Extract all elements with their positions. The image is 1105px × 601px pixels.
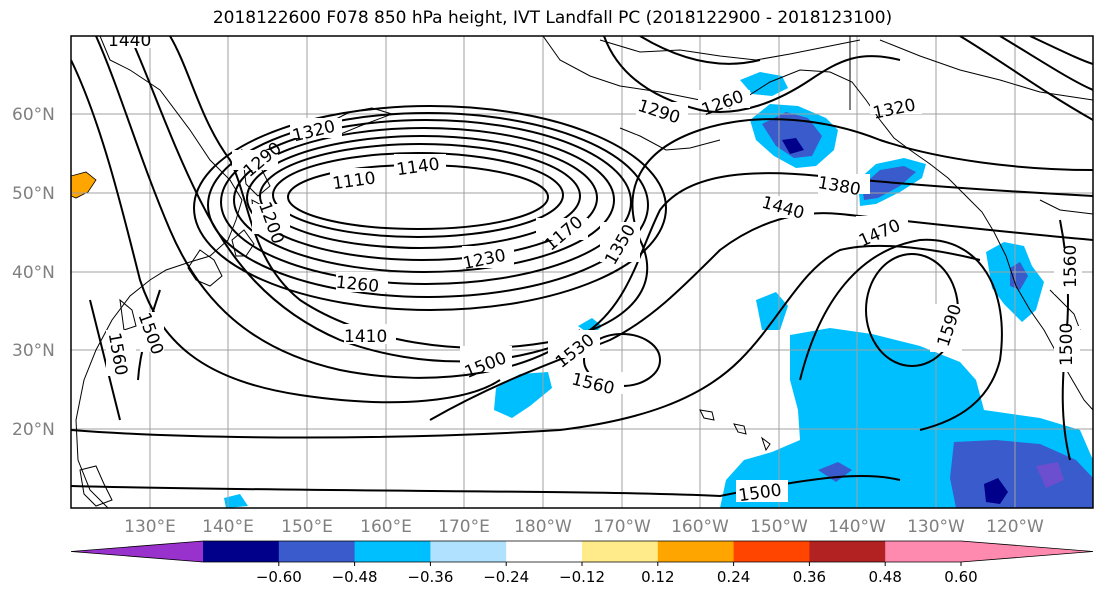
lon-label: 130°W [907, 517, 965, 537]
lon-label: 160°W [671, 517, 729, 537]
lon-label: 180°W [514, 517, 572, 537]
lat-label: 20°N [12, 420, 55, 440]
colorbar-segment [657, 541, 735, 562]
colorbar-tick-label: −0.48 [332, 568, 378, 586]
contour-label: 1410 [344, 327, 387, 347]
contour-labels: 1440 1320 1290 1260 1320 1290 1140 1110 … [104, 31, 1082, 506]
colorbar-outline [70, 540, 1094, 563]
colorbar-segment [278, 541, 356, 562]
lon-label: 130°E [124, 517, 176, 537]
map-panel: 1440 1320 1290 1260 1320 1290 1140 1110 … [71, 31, 1093, 508]
lon-label: 170°E [438, 517, 490, 537]
map-title: 2018122600 F078 850 hPa height, IVT Land… [212, 8, 893, 28]
colorbar-segment [506, 541, 583, 562]
contour-label: 1500 [1057, 323, 1077, 366]
lon-label: 140°W [828, 517, 886, 537]
colorbar-segment [733, 541, 810, 562]
lat-label: 50°N [12, 184, 55, 204]
colorbar-segment [582, 541, 659, 562]
colorbar-tick-label: 0.48 [868, 568, 901, 586]
colorbar-segment [430, 541, 507, 562]
lon-labels: 130°E 140°E 150°E 160°E 170°E 180°W 170°… [124, 517, 1044, 537]
colorbar: −0.60 −0.48 −0.36 −0.24 −0.12 0.12 0.24 0.36 0.4… [70, 540, 1094, 586]
colorbar-tick-label: 0.36 [793, 568, 826, 586]
colorbar-segment [809, 541, 886, 562]
lat-label: 40°N [12, 263, 55, 283]
colorbar-tick-label: −0.12 [559, 568, 605, 586]
lon-label: 120°W [986, 517, 1044, 537]
map-border [70, 35, 1094, 509]
lon-label: 150°E [281, 517, 333, 537]
contour-label: 1440 [108, 31, 151, 51]
lon-label: 150°W [750, 517, 808, 537]
colorbar-tick-label: 0.24 [717, 568, 750, 586]
lat-label: 30°N [12, 341, 55, 361]
colorbar-tick-label: 0.60 [944, 568, 977, 586]
contour-label: 1260 [335, 273, 380, 297]
colorbar-extend-right [961, 541, 1093, 562]
lon-label: 170°W [593, 517, 651, 537]
colorbar-segments [70, 540, 1094, 563]
lat-labels: 60°N 50°N 40°N 30°N 20°N [12, 105, 55, 440]
colorbar-tick-label: −0.24 [483, 568, 529, 586]
colorbar-extend-left [71, 541, 203, 562]
colorbar-tick-label: −0.36 [407, 568, 453, 586]
colorbar-tick-label: −0.60 [256, 568, 302, 586]
colorbar-ticks: −0.60 −0.48 −0.36 −0.24 −0.12 0.12 0.24 0.36 0.4… [256, 562, 978, 586]
contour-label: 1560 [1061, 245, 1081, 288]
colorbar-segment [203, 541, 280, 562]
lon-label: 160°E [360, 517, 412, 537]
colorbar-segment [885, 541, 962, 562]
height-contours [71, 36, 1093, 498]
lon-label: 140°E [202, 517, 254, 537]
ivt-shading [71, 72, 1093, 508]
colorbar-segment [354, 541, 431, 562]
lat-label: 60°N [12, 105, 55, 125]
colorbar-tick-label: 0.12 [641, 568, 674, 586]
